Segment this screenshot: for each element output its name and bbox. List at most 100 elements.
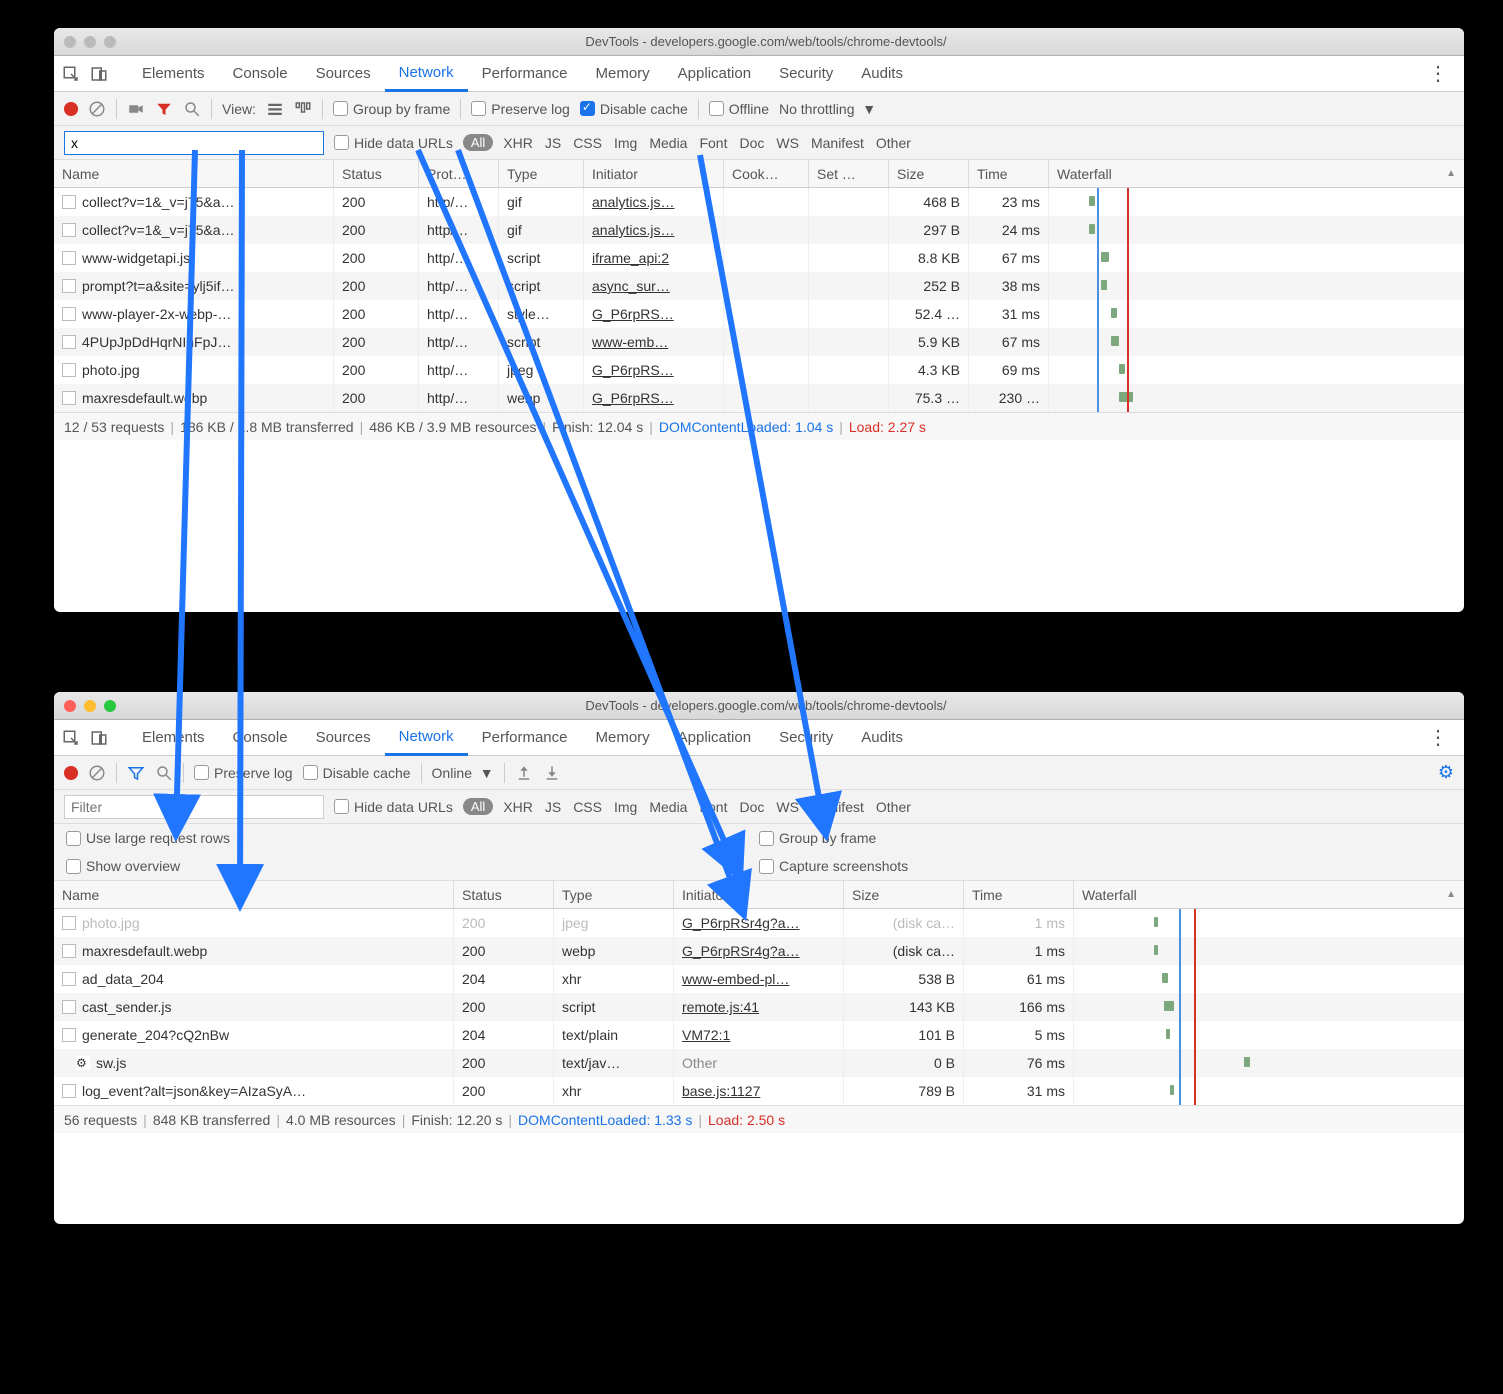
show-overview-option[interactable]: Show overview <box>66 858 180 874</box>
filter-type-manifest[interactable]: Manifest <box>811 135 864 151</box>
download-icon[interactable] <box>543 764 561 782</box>
request-row[interactable]: prompt?t=a&site=ylj5if…200http/…scriptas… <box>54 272 1464 300</box>
tab-audits[interactable]: Audits <box>847 56 917 92</box>
filter-input[interactable] <box>64 131 324 155</box>
tab-security[interactable]: Security <box>765 56 847 92</box>
device-icon[interactable] <box>90 65 108 83</box>
disable-cache-option[interactable]: Disable cache <box>303 765 411 781</box>
filter-type-manifest[interactable]: Manifest <box>811 799 864 815</box>
min-dot[interactable] <box>84 36 96 48</box>
column-header[interactable]: Cook… <box>724 160 809 187</box>
column-header[interactable]: Status <box>334 160 419 187</box>
request-row[interactable]: collect?v=1&_v=j75&a…200http/…gifanalyti… <box>54 188 1464 216</box>
tab-performance[interactable]: Performance <box>468 720 582 756</box>
disable-cache-option[interactable]: Disable cache <box>580 101 688 117</box>
tab-console[interactable]: Console <box>219 56 302 92</box>
tab-elements[interactable]: Elements <box>128 56 219 92</box>
titlebar[interactable]: DevTools - developers.google.com/web/too… <box>54 692 1464 720</box>
filter-type-ws[interactable]: WS <box>776 799 799 815</box>
throttling-select[interactable]: Online ▼ <box>432 765 494 781</box>
column-header[interactable]: Name <box>54 881 454 908</box>
request-row[interactable]: cast_sender.js200scriptremote.js:41143 K… <box>54 993 1464 1021</box>
request-row[interactable]: www-widgetapi.js200http/…scriptiframe_ap… <box>54 244 1464 272</box>
preserve-log-option[interactable]: Preserve log <box>471 101 570 117</box>
column-header[interactable]: Status <box>454 881 554 908</box>
column-header[interactable]: Waterfall▲ <box>1074 881 1464 908</box>
search-icon[interactable] <box>155 764 173 782</box>
filter-type-img[interactable]: Img <box>614 799 637 815</box>
request-row[interactable]: ad_data_204204xhrwww-embed-pl…538 B61 ms <box>54 965 1464 993</box>
search-icon[interactable] <box>183 100 201 118</box>
large-rows-option[interactable]: Use large request rows <box>66 830 230 846</box>
tab-application[interactable]: Application <box>664 56 765 92</box>
tab-memory[interactable]: Memory <box>582 56 664 92</box>
filter-type-other[interactable]: Other <box>876 799 911 815</box>
filter-type-doc[interactable]: Doc <box>739 799 764 815</box>
request-row[interactable]: log_event?alt=json&key=AIzaSyA…200xhrbas… <box>54 1077 1464 1105</box>
filter-type-other[interactable]: Other <box>876 135 911 151</box>
hide-data-urls-option[interactable]: Hide data URLs <box>334 799 453 815</box>
inspect-icon[interactable] <box>62 65 80 83</box>
tab-elements[interactable]: Elements <box>128 720 219 756</box>
tab-network[interactable]: Network <box>385 56 468 92</box>
column-header[interactable]: Time <box>964 881 1074 908</box>
filter-type-doc[interactable]: Doc <box>739 135 764 151</box>
request-row[interactable]: ⚙sw.js200text/jav…Other0 B76 ms <box>54 1049 1464 1077</box>
filter-type-xhr[interactable]: XHR <box>503 135 533 151</box>
group-frame-option[interactable]: Group by frame <box>759 830 876 846</box>
clear-icon[interactable] <box>88 100 106 118</box>
tab-audits[interactable]: Audits <box>847 720 917 756</box>
request-row[interactable]: maxresdefault.webp200webpG_P6rpRSr4g?a…(… <box>54 937 1464 965</box>
tab-memory[interactable]: Memory <box>582 720 664 756</box>
column-header[interactable]: Name <box>54 160 334 187</box>
column-header[interactable]: Set … <box>809 160 889 187</box>
request-row[interactable]: 4PUpJpDdHqrNInFpJ…200http/…scriptwww-emb… <box>54 328 1464 356</box>
request-row[interactable]: photo.jpg200http/…jpegG_P6rpRS…4.3 KB69 … <box>54 356 1464 384</box>
filter-type-css[interactable]: CSS <box>573 135 602 151</box>
filter-type-media[interactable]: Media <box>649 799 687 815</box>
tab-performance[interactable]: Performance <box>468 56 582 92</box>
request-row[interactable]: photo.jpg200jpegG_P6rpRSr4g?a…(disk ca…1… <box>54 909 1464 937</box>
tab-security[interactable]: Security <box>765 720 847 756</box>
filter-type-font[interactable]: Font <box>699 799 727 815</box>
filter-icon[interactable] <box>127 764 145 782</box>
max-dot[interactable] <box>104 700 116 712</box>
column-header[interactable]: Time <box>969 160 1049 187</box>
min-dot[interactable] <box>84 700 96 712</box>
preserve-log-option[interactable]: Preserve log <box>194 765 293 781</box>
settings-gear-icon[interactable]: ⚙ <box>1438 762 1454 783</box>
tab-console[interactable]: Console <box>219 720 302 756</box>
kebab-menu-icon[interactable]: ⋮ <box>1420 725 1456 750</box>
large-rows-icon[interactable] <box>266 100 284 118</box>
column-header[interactable]: Type <box>554 881 674 908</box>
column-header[interactable]: Initiator <box>674 881 844 908</box>
kebab-menu-icon[interactable]: ⋮ <box>1420 61 1456 86</box>
camera-icon[interactable] <box>127 100 145 118</box>
tab-application[interactable]: Application <box>664 720 765 756</box>
filter-type-css[interactable]: CSS <box>573 799 602 815</box>
column-header[interactable]: Type <box>499 160 584 187</box>
request-row[interactable]: www-player-2x-webp-…200http/…style…G_P6r… <box>54 300 1464 328</box>
offline-option[interactable]: Offline <box>709 101 769 117</box>
column-header[interactable]: Prot… <box>419 160 499 187</box>
filter-all[interactable]: All <box>463 134 493 151</box>
filter-type-img[interactable]: Img <box>614 135 637 151</box>
column-header[interactable]: Size <box>844 881 964 908</box>
close-dot[interactable] <box>64 36 76 48</box>
tab-sources[interactable]: Sources <box>302 720 385 756</box>
filter-type-font[interactable]: Font <box>699 135 727 151</box>
throttling-select[interactable]: No throttling ▼ <box>779 101 876 117</box>
column-header[interactable]: Waterfall▲ <box>1049 160 1464 187</box>
record-icon[interactable] <box>64 766 78 780</box>
overview-icon[interactable] <box>294 100 312 118</box>
request-row[interactable]: maxresdefault.webp200http/…webpG_P6rpRS…… <box>54 384 1464 412</box>
column-header[interactable]: Initiator <box>584 160 724 187</box>
titlebar[interactable]: DevTools - developers.google.com/web/too… <box>54 28 1464 56</box>
filter-type-js[interactable]: JS <box>545 799 561 815</box>
capture-option[interactable]: Capture screenshots <box>759 858 908 874</box>
inspect-icon[interactable] <box>62 729 80 747</box>
tab-network[interactable]: Network <box>385 720 468 756</box>
upload-icon[interactable] <box>515 764 533 782</box>
filter-type-js[interactable]: JS <box>545 135 561 151</box>
hide-data-urls-option[interactable]: Hide data URLs <box>334 135 453 151</box>
